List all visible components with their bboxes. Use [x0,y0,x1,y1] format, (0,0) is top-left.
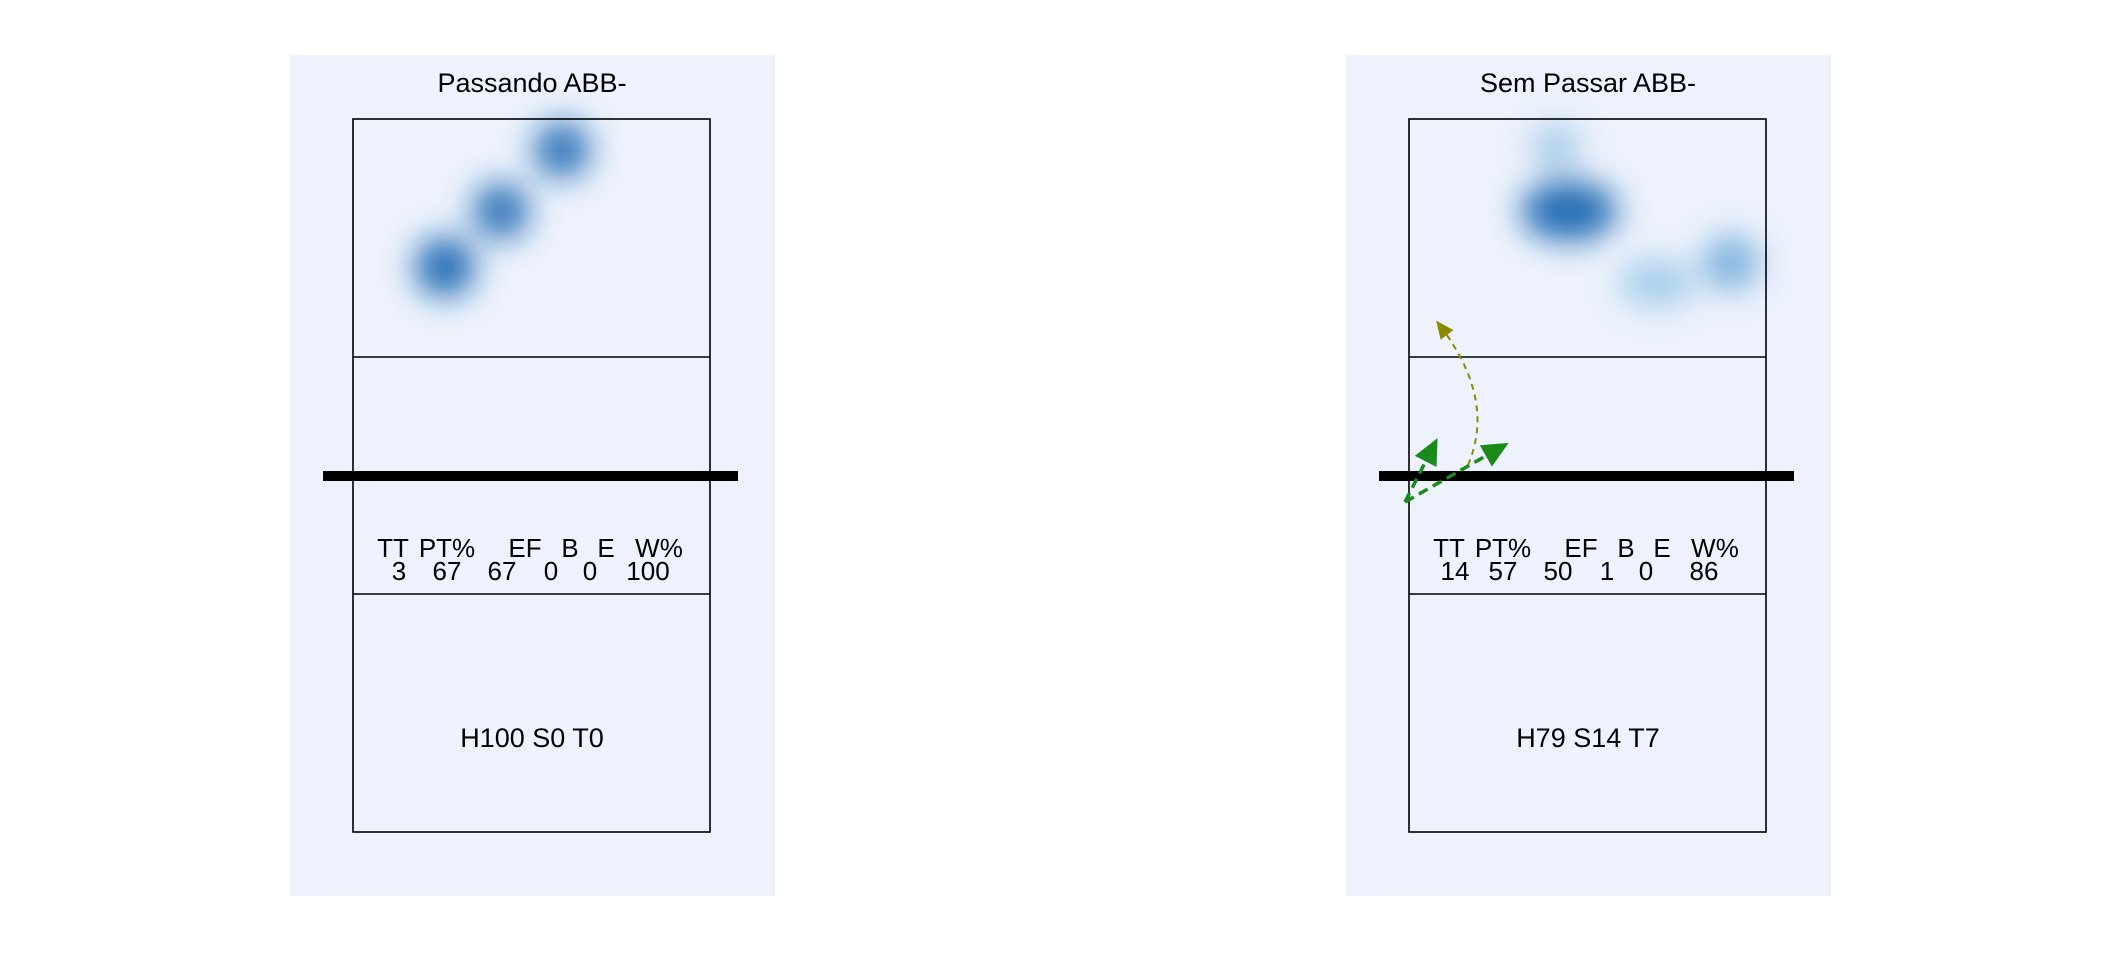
stat-value: 0 [544,556,558,586]
stat-header: E [1653,533,1670,563]
stat-value: 0 [583,556,597,586]
heatmap [1521,124,1759,307]
stat-header: B [1617,533,1634,563]
stat-value: 0 [1639,556,1653,586]
stat-header: PT% [1475,533,1531,563]
stat-header: TT [377,533,409,563]
stat-header: TT [1433,533,1465,563]
stats: TT PT% EF B E W% 14 57 50 1 0 86 [1433,533,1739,586]
stat-header: EF [508,533,541,563]
stat-value: 100 [626,556,669,586]
panel: Passando ABB- H100 S0 T0 TT PT% EF B E W% 3 67 6… [290,55,775,896]
stat-value: 86 [1690,556,1719,586]
trajectory-arrow [1436,320,1479,466]
stat-header: B [561,533,578,563]
stats: TT PT% EF B E W% 3 67 67 0 0 100 [377,533,683,586]
panel-title: Sem Passar ABB- [1480,68,1696,98]
panel-title: Passando ABB- [437,68,626,98]
panel: Sem Passar ABB- H79 S14 T7 TT PT% EF B E W% 14… [1346,55,1831,896]
stat-header: W% [1691,533,1739,563]
stat-value: 57 [1489,556,1518,586]
summary: H79 S14 T7 [1516,723,1660,753]
stat-value: 67 [488,556,517,586]
heatmap [415,122,590,297]
summary: H100 S0 T0 [460,723,604,753]
stat-header: EF [1564,533,1597,563]
stat-header: PT% [419,533,475,563]
stat-value: 14 [1441,556,1470,586]
stat-value: 67 [433,556,462,586]
stat-value: 50 [1544,556,1573,586]
trajectory-arrow [1403,438,1438,503]
stat-value: 3 [392,556,406,586]
stat-header: E [597,533,614,563]
stat-header: W% [635,533,683,563]
trajectory-arrow [1404,442,1509,504]
stat-value: 1 [1600,556,1614,586]
